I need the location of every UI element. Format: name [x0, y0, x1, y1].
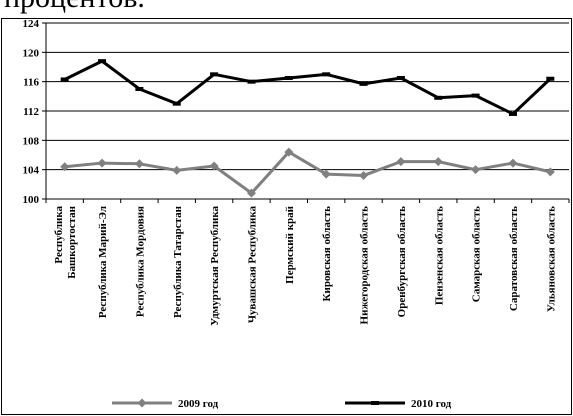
data-point: [321, 169, 331, 179]
x-category-label: Пермский край: [284, 205, 296, 283]
data-point: [172, 165, 182, 175]
legend-marker: [137, 398, 147, 408]
y-tick-label: 100: [23, 194, 40, 206]
legend: 2009 год 2010 год: [112, 398, 452, 410]
heading-text-fragment: процентов.: [4, 0, 145, 13]
series-line-1: [64, 150, 551, 195]
data-point: [322, 72, 331, 77]
data-point: [545, 167, 555, 177]
x-category-label: Республика: [53, 206, 65, 264]
data-point: [210, 72, 219, 77]
x-category-label: Чувашская Республика: [246, 206, 258, 324]
data-point: [471, 165, 481, 175]
legend-marker: [371, 401, 379, 405]
series-lines: [60, 59, 555, 198]
data-point: [396, 76, 405, 80]
data-point: [209, 161, 219, 171]
x-category-label: Пензенская область: [433, 206, 445, 305]
data-point: [284, 76, 293, 80]
x-category-label: Нижегородская область: [359, 206, 371, 325]
data-point: [396, 157, 406, 167]
x-category-label: Республика Марий-Эл: [97, 206, 109, 318]
gridlines: [46, 22, 569, 200]
data-point: [434, 95, 443, 100]
data-point: [508, 111, 517, 116]
y-tick-label: 104: [23, 165, 40, 177]
legend-label: 2010 год: [411, 398, 452, 410]
data-point: [135, 87, 144, 91]
y-tick-label: 116: [23, 77, 39, 89]
y-tick-label: 112: [23, 106, 39, 118]
x-category-label: Самарская область: [471, 206, 483, 302]
x-category-label: Республика Татарстан: [172, 205, 184, 318]
y-tick-label: 124: [23, 18, 40, 30]
axes: [45, 23, 570, 203]
y-tick-label: 108: [23, 135, 40, 147]
data-point: [433, 157, 443, 167]
data-point: [97, 158, 107, 168]
legend-label: 2009 год: [178, 398, 219, 410]
y-tick-label: 120: [23, 47, 40, 59]
data-point: [134, 159, 144, 169]
data-point: [246, 188, 256, 198]
x-category-label: Удмуртская Республика: [209, 206, 221, 326]
data-point: [546, 76, 555, 81]
x-category-label: Оренбургская область: [396, 206, 408, 318]
x-axis-labels: Республика Башкортостан Республика Марий-Э…: [53, 205, 557, 326]
data-point: [60, 162, 70, 172]
x-category-label: Кировская область: [321, 206, 333, 302]
data-point: [172, 101, 181, 106]
series-line-2: [64, 59, 552, 116]
data-point: [471, 93, 480, 98]
x-category-label: Башкортостан: [66, 205, 78, 278]
x-category-label: Республика Мордовия: [134, 206, 146, 317]
y-axis-ticks: 100 104 108 112 116 120 124: [23, 18, 46, 206]
data-point: [508, 158, 518, 168]
chart-area-border: [1, 18, 572, 415]
x-category-label: Ульяновская область: [545, 206, 557, 312]
data-point: [359, 81, 368, 86]
data-point: [359, 171, 369, 181]
data-point: [247, 79, 256, 84]
data-point: [98, 59, 107, 64]
data-point: [284, 147, 294, 157]
x-category-label: Саратовская область: [508, 206, 520, 311]
data-point: [60, 77, 69, 82]
